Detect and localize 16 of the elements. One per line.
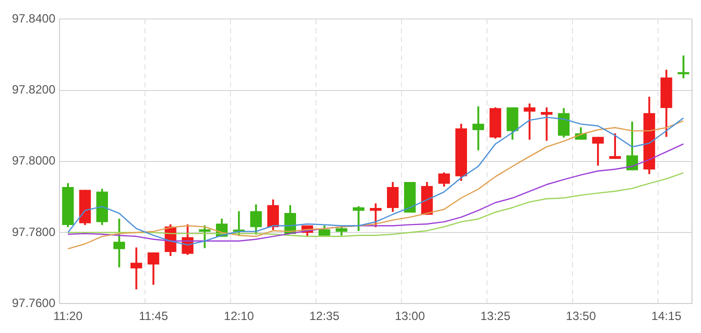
candlestick xyxy=(609,133,621,159)
x-tick-label: 13:50 xyxy=(566,309,596,324)
x-tick-label: 14:15 xyxy=(651,309,682,324)
y-tick-label: 97.8000 xyxy=(12,154,56,168)
y-tick-label: 97.7800 xyxy=(12,224,56,239)
x-tick-label: 12:10 xyxy=(224,309,254,324)
x-tick-label: 11:20 xyxy=(53,309,83,324)
x-tick-label: 11:45 xyxy=(138,309,168,324)
y-tick-label: 97.8200 xyxy=(12,82,56,97)
x-tick-label: 13:25 xyxy=(480,309,511,324)
x-tick-label: 13:00 xyxy=(394,309,426,324)
candlestick xyxy=(678,55,690,78)
y-tick-label: 97.7600 xyxy=(12,296,56,310)
x-tick-label: 12:35 xyxy=(309,309,340,324)
candlestick xyxy=(404,182,416,213)
y-tick-label: 97.8400 xyxy=(12,12,56,26)
